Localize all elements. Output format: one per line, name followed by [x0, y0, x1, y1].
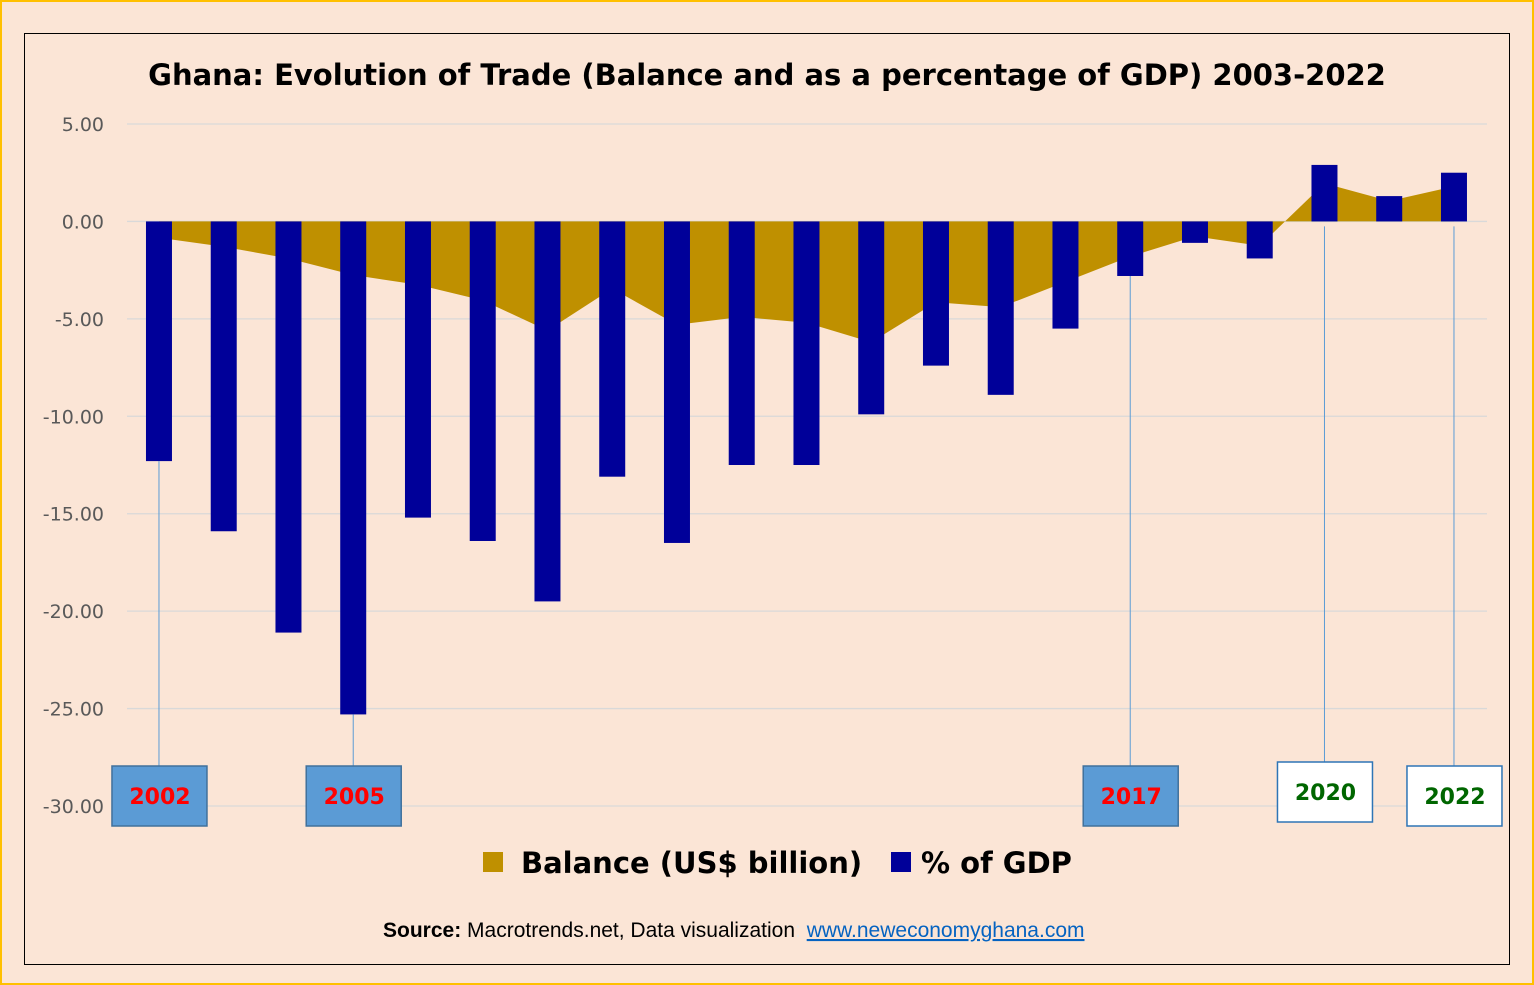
callout-box-2022 [1406, 765, 1503, 827]
callout-box-2002 [111, 765, 208, 827]
gdp-bar-2005 [340, 221, 367, 715]
chart-title: Ghana: Evolution of Trade (Balance and a… [148, 58, 1386, 92]
gdp-bar-2002 [145, 221, 172, 462]
gdp-bar-series [145, 164, 1467, 715]
gdp-bar-2019 [1246, 221, 1273, 259]
legend-swatch-gdp [891, 852, 911, 872]
callout-label: 2002 [129, 785, 190, 810]
gdp-bar-2008 [534, 221, 561, 602]
gdp-bar-2021 [1376, 196, 1403, 222]
source-text: Macrotrends.net, Data visualization [461, 919, 795, 942]
source-sep: : [795, 919, 807, 942]
y-tick-label: -5.00 [55, 309, 104, 331]
source-label: Source: [383, 919, 461, 942]
gdp-bar-2006 [404, 221, 431, 518]
callout-box-2020 [1276, 761, 1374, 823]
legend: Balance (US$ billion) % of GDP [483, 846, 1072, 880]
y-tick-label: -10.00 [43, 406, 104, 428]
y-tick-label: -25.00 [43, 699, 104, 721]
callout-label: 2020 [1295, 781, 1356, 806]
legend-label-gdp: % of GDP [921, 846, 1072, 880]
y-tick-label: -15.00 [43, 504, 104, 526]
y-tick-label: 0.00 [62, 211, 104, 233]
gdp-bar-2013 [858, 221, 885, 415]
y-tick-label: -30.00 [43, 796, 104, 818]
gdp-bar-2020 [1311, 164, 1338, 222]
legend-label-balance: Balance (US$ billion) [521, 846, 862, 880]
chart-border [24, 33, 1510, 965]
gdp-bar-2018 [1181, 221, 1208, 243]
gdp-bar-2014 [922, 221, 949, 366]
gdp-bar-2012 [793, 221, 820, 465]
gdp-bar-2009 [599, 221, 626, 477]
year-callouts: 2002 2005 2017 2020 2022 [111, 226, 1503, 827]
gdp-bar-2017 [1117, 221, 1144, 276]
y-axis-ticks: 5.00 0.00 -5.00 -10.00 -15.00 -20.00 -25.00 -30… [43, 114, 104, 818]
gdp-bar-2003 [210, 221, 237, 532]
gdp-bar-2004 [275, 221, 302, 633]
source-line: Source: Macrotrends.net, Data visualizat… [383, 919, 1085, 942]
callout-label: 2017 [1101, 785, 1162, 810]
callout-label: 2022 [1424, 785, 1485, 810]
gdp-bar-2015 [987, 221, 1014, 395]
y-tick-label: -20.00 [43, 601, 104, 623]
gdp-bar-2011 [728, 221, 755, 465]
legend-swatch-balance [483, 852, 503, 872]
callout-box-2017 [1082, 765, 1179, 827]
source-link[interactable]: www.neweconomyghana.com [806, 919, 1085, 942]
gdp-bar-2007 [469, 221, 496, 541]
y-tick-label: 5.00 [62, 114, 104, 136]
gdp-bar-2010 [663, 221, 690, 543]
gdp-bar-2022 [1440, 172, 1467, 222]
callout-box-2005 [305, 765, 402, 827]
callout-label: 2005 [324, 785, 385, 810]
gdp-bar-2016 [1052, 221, 1079, 329]
